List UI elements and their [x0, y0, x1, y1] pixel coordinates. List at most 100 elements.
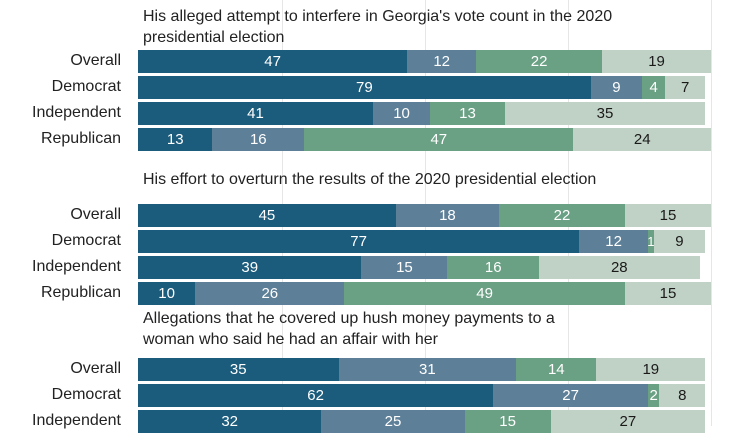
- bar-segment: 19: [602, 50, 711, 73]
- row-label: Democrat: [51, 386, 121, 403]
- data-label: 15: [499, 413, 516, 430]
- data-label: 45: [258, 207, 276, 224]
- row-label: Democrat: [51, 232, 121, 249]
- bar-segment: 15: [625, 204, 711, 227]
- bar-segment: 49: [344, 282, 626, 305]
- bar-segment: 12: [407, 50, 477, 73]
- bar-segment: 22: [476, 50, 603, 73]
- data-label: 22: [553, 207, 571, 224]
- bar-segment: 79: [138, 76, 591, 99]
- data-label: 2: [649, 387, 658, 404]
- bar-segment: 27: [493, 384, 648, 407]
- bar-segment: 1: [647, 230, 655, 253]
- bar-segment: 14: [516, 358, 597, 381]
- data-label: 22: [530, 53, 548, 70]
- bar-segment: 25: [321, 410, 465, 433]
- data-label: 41: [247, 105, 264, 122]
- row-label: Overall: [70, 206, 121, 223]
- row-label: Independent: [32, 104, 121, 121]
- data-label: 7: [681, 79, 690, 96]
- data-label: 10: [393, 105, 410, 122]
- data-label: 27: [619, 413, 637, 430]
- group-title: His alleged attempt to interfere in Geor…: [143, 8, 613, 46]
- data-label: 14: [547, 361, 565, 378]
- data-label: 4: [649, 79, 658, 96]
- bar-segment: 7: [665, 76, 706, 99]
- row-label: Republican: [40, 284, 121, 301]
- bar-segment: 35: [504, 102, 706, 125]
- group-title: His effort to overturn the results of th…: [143, 171, 597, 188]
- data-label: 8: [678, 387, 687, 404]
- bar-segment: 12: [579, 230, 648, 253]
- bar-segment: 18: [395, 204, 499, 227]
- bar-segment: 9: [653, 230, 706, 253]
- bar-segment: 8: [659, 384, 706, 407]
- data-label: 12: [433, 53, 451, 70]
- data-label: 47: [430, 131, 448, 148]
- bar-segment: 28: [539, 256, 700, 279]
- bar-segment: 2: [647, 384, 660, 407]
- data-label: 13: [459, 105, 476, 122]
- data-label: 12: [605, 233, 622, 250]
- data-label: 19: [642, 361, 660, 378]
- bar-segment: 9: [590, 76, 643, 99]
- data-label: 35: [229, 361, 247, 378]
- data-label: 16: [249, 131, 267, 148]
- data-label: 13: [166, 131, 184, 148]
- bar-segment: 16: [447, 256, 540, 279]
- bar-segment: 13: [138, 128, 213, 151]
- bar-segment: 77: [138, 230, 580, 253]
- bar-segment: 15: [464, 410, 551, 433]
- data-label: 15: [396, 259, 413, 276]
- bar-segment: 47: [138, 50, 408, 73]
- row-label: Democrat: [51, 78, 121, 95]
- data-label: 16: [484, 259, 502, 276]
- bar-segment: 32: [138, 410, 322, 433]
- bar-segment: 4: [642, 76, 666, 99]
- bar-segment: 10: [372, 102, 431, 125]
- row-label: Overall: [70, 360, 121, 377]
- bar-segment: 10: [138, 282, 196, 305]
- bar-segment: 27: [550, 410, 706, 433]
- data-label: 1: [647, 234, 655, 249]
- bar-segment: 15: [625, 282, 711, 305]
- data-label: 15: [659, 285, 677, 302]
- bar-segment: 13: [430, 102, 505, 125]
- bar-segment: 16: [212, 128, 305, 151]
- bar-segment: 26: [195, 282, 345, 305]
- bar-segment: 15: [361, 256, 448, 279]
- data-label: 31: [419, 361, 436, 378]
- data-label: 77: [350, 233, 367, 250]
- bar-segment: 62: [138, 384, 494, 407]
- bar-segment: 41: [138, 102, 373, 125]
- data-label: 10: [158, 285, 175, 302]
- bar-segment: 39: [138, 256, 362, 279]
- data-label: 39: [241, 259, 259, 276]
- data-label: 15: [659, 207, 677, 224]
- row-label: Independent: [32, 258, 121, 275]
- data-label: 79: [355, 79, 373, 96]
- bar-segment: 19: [596, 358, 706, 381]
- data-label: 27: [562, 387, 579, 404]
- bar-segment: 47: [304, 128, 574, 151]
- bar-segment: 24: [573, 128, 711, 151]
- data-label: 26: [261, 285, 279, 302]
- group-title: Allegations that he covered up hush mone…: [143, 310, 555, 348]
- gridline: [711, 0, 712, 426]
- data-label: 9: [612, 79, 621, 96]
- data-label: 35: [596, 105, 614, 122]
- data-label: 62: [307, 387, 324, 404]
- data-label: 19: [648, 53, 665, 70]
- data-label: 18: [439, 207, 456, 224]
- bar-segment: 35: [138, 358, 339, 381]
- row-label: Overall: [70, 52, 121, 69]
- data-label: 47: [264, 53, 281, 70]
- row-label: Independent: [32, 412, 121, 429]
- data-label: 25: [384, 413, 402, 430]
- bar-segment: 45: [138, 204, 396, 227]
- bar-segment: 31: [338, 358, 517, 381]
- data-label: 24: [633, 131, 651, 148]
- row-label: Republican: [40, 130, 121, 147]
- data-label: 28: [610, 259, 628, 276]
